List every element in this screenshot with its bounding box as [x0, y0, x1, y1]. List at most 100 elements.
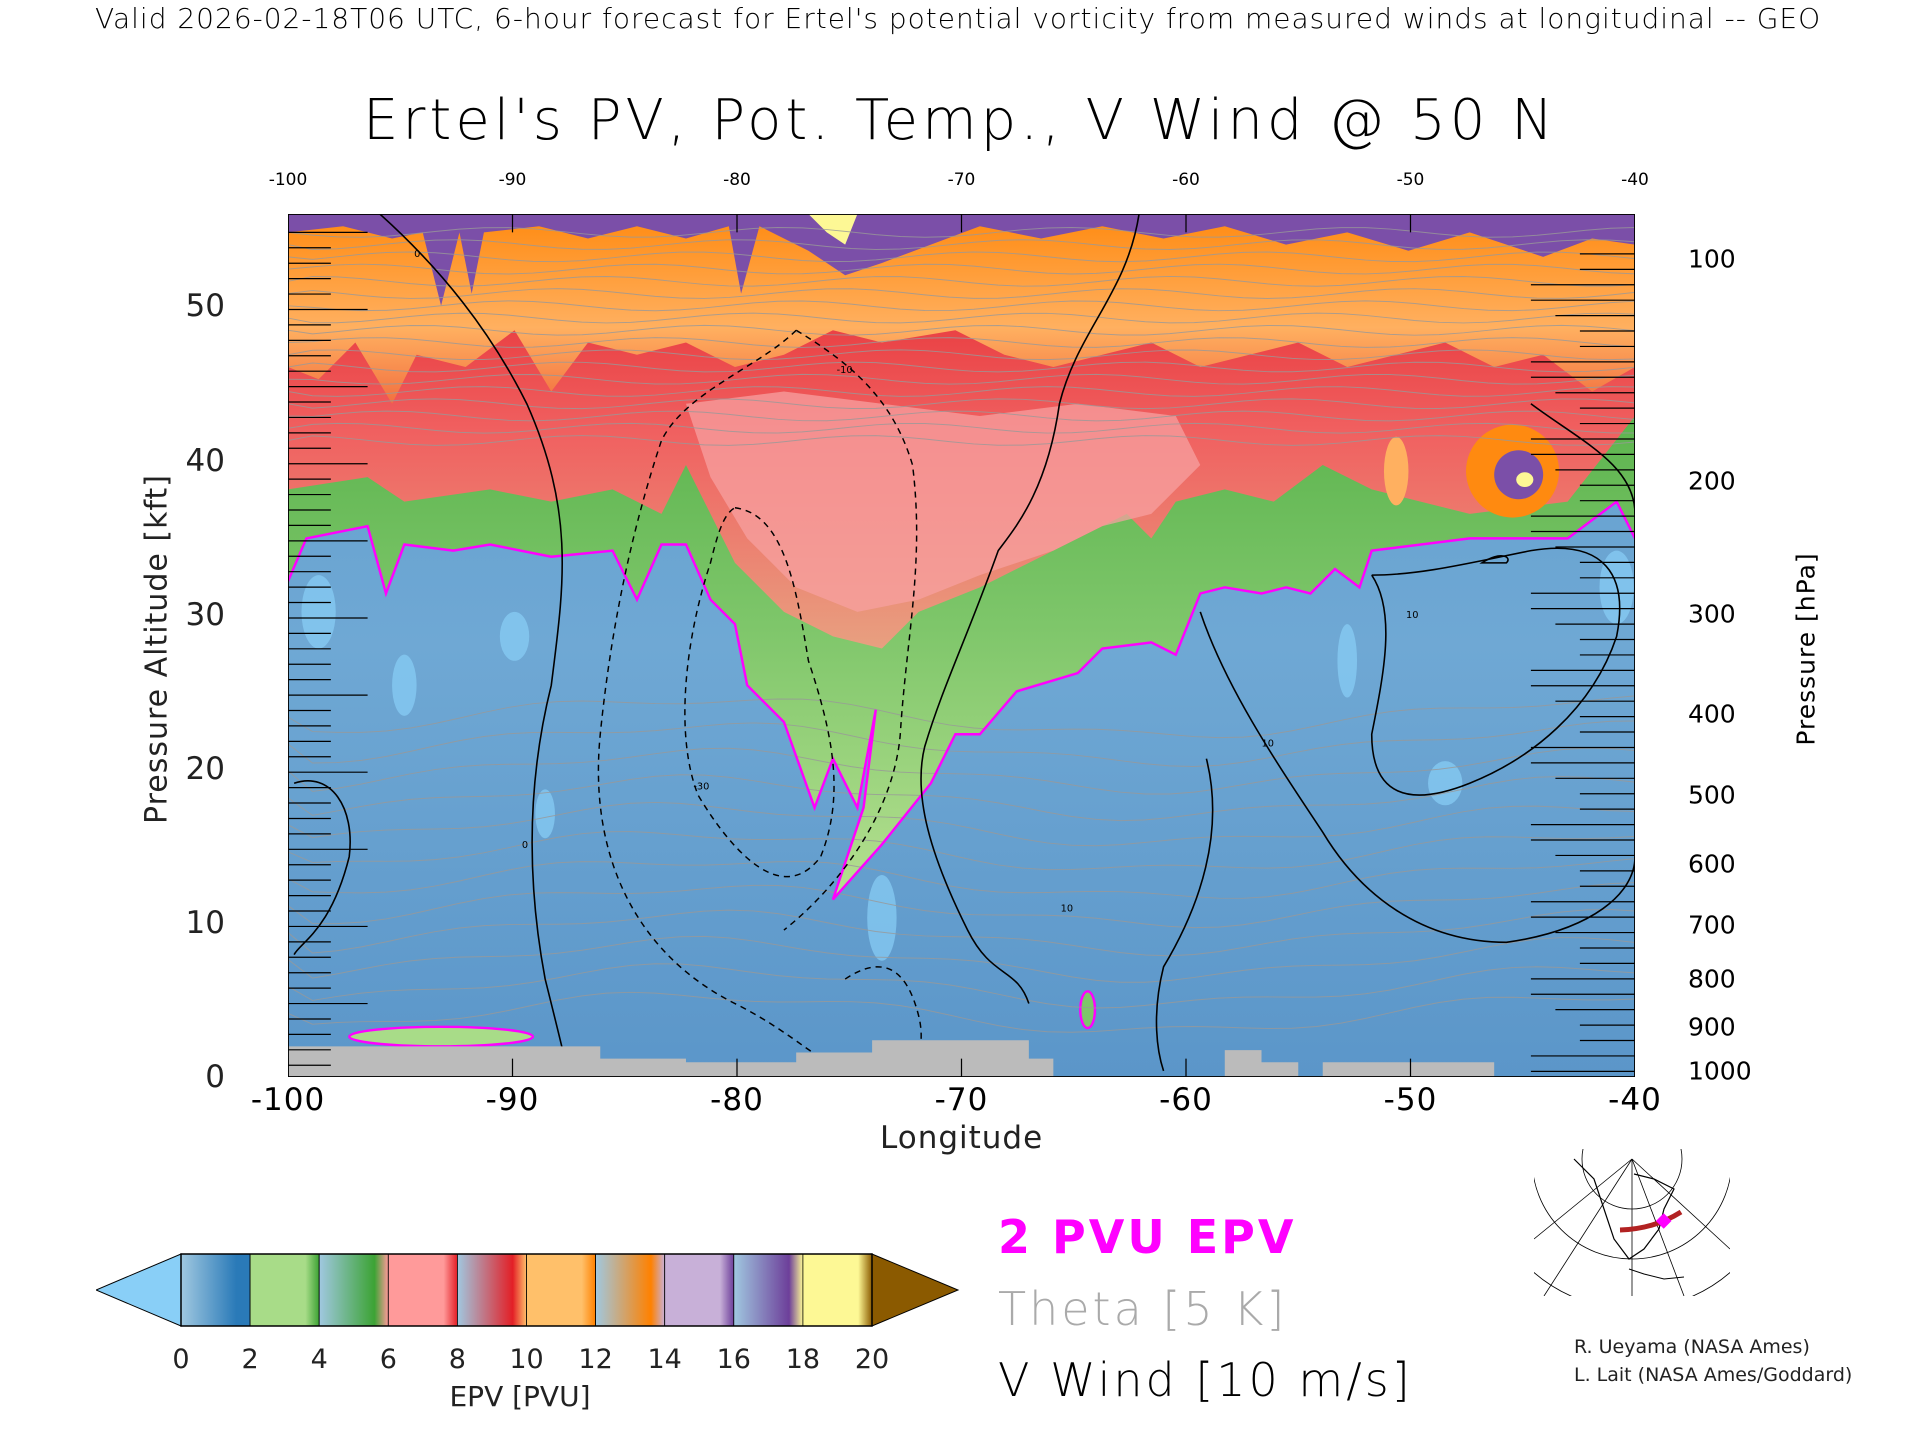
theta-contour: [288, 263, 1635, 275]
svg-text:0: 0: [414, 249, 420, 260]
y-tick-label: 20: [185, 750, 225, 787]
x-top-tick-label: -100: [268, 170, 308, 190]
colorbar-segment: [595, 1253, 666, 1327]
svg-text:0: 0: [522, 840, 528, 851]
theta-contour: [288, 720, 1635, 768]
plot-area: 0 -10 -30 10 10 0 10: [288, 214, 1635, 1077]
theta-contour: [288, 337, 1635, 348]
theta-contour: [288, 747, 1635, 795]
colorbar-segment: [664, 1253, 735, 1327]
colorbar-segment: [456, 1253, 527, 1327]
colorbar-label: EPV [PVU]: [449, 1380, 591, 1413]
terrain-mask: [288, 1040, 1495, 1077]
legend-2pvu: 2 PVU EPV: [998, 1210, 1297, 1264]
x-tick-label: -80: [710, 1082, 764, 1118]
theta-contour: [288, 349, 1635, 361]
colorbar: [96, 1253, 960, 1327]
chart-title: Ertel's PV, Pot. Temp., V Wind @ 50 N: [362, 88, 1558, 153]
theta-contour: [288, 288, 1635, 299]
legend-v-wind: V Wind [10 m/s]: [998, 1353, 1413, 1407]
x-top-tick-label: -70: [947, 170, 976, 190]
y-right-tick-label: 200: [1688, 466, 1736, 496]
legend-theta: Theta [5 K]: [998, 1282, 1288, 1336]
colorbar-segment: [802, 1253, 873, 1327]
colorbar-segment: [318, 1253, 389, 1327]
colorbar-tick-label: 6: [379, 1344, 397, 1375]
y-tick-label: 40: [185, 442, 225, 479]
theta-contour: [288, 239, 1635, 250]
v-wind-10-contour: [1370, 547, 1621, 796]
theta-contour: [288, 882, 1635, 929]
theta-contour: [288, 774, 1635, 822]
colorbar-segment: [249, 1253, 320, 1327]
y-right-tick-label: 600: [1688, 849, 1736, 879]
colorbar-tick-label: 12: [578, 1344, 613, 1375]
theta-contour: [288, 435, 1635, 446]
theta-contour: [288, 300, 1635, 312]
colorbar-tick-label: 14: [647, 1344, 682, 1375]
svg-text:10: 10: [1262, 738, 1274, 749]
x-axis-label: Longitude: [880, 1120, 1044, 1156]
theta-contour: [288, 801, 1635, 847]
cross-section-track: [1619, 1209, 1683, 1233]
x-tick-label: -60: [1159, 1082, 1213, 1118]
colorbar-segment: [733, 1253, 804, 1327]
y-right-tick-label: 100: [1688, 244, 1736, 274]
colorbar-under-arrow: [96, 1253, 182, 1327]
theta-contour: [288, 909, 1635, 957]
colorbar-tick-label: 8: [448, 1344, 466, 1375]
x-tick-label: -100: [250, 1082, 326, 1118]
svg-text:-10: -10: [837, 365, 853, 376]
x-top-tick-label: -50: [1396, 170, 1425, 190]
colorbar-over-arrow: [871, 1253, 960, 1327]
y-right-tick-label: 400: [1688, 699, 1736, 729]
v-wind-10-contour: [1155, 758, 1214, 1072]
y-axis-right-label: Pressure [hPa]: [1791, 552, 1821, 746]
contour-labels: 0 -10 -30 10 10 0 10: [414, 249, 1418, 915]
pv-10-14-band: [288, 214, 1635, 404]
theta-contour: [288, 398, 1635, 410]
axis-ticks: [288, 214, 1635, 1077]
theta-contour: [288, 963, 1635, 1009]
v-wind-10-contour: [1479, 555, 1509, 564]
v-wind-10-contour: [1199, 611, 1635, 944]
pv-high-cell: [1383, 424, 1560, 518]
light-blue-patches: [301, 550, 1634, 961]
y-right-tick-label: 700: [1688, 910, 1736, 940]
colorbar-tick-label: 18: [785, 1344, 821, 1375]
y-right-tick-label: 300: [1688, 599, 1736, 629]
y-right-tick-label: 900: [1688, 1012, 1736, 1042]
y-tick-label: 30: [185, 596, 225, 633]
y-right-tick-label: 800: [1688, 964, 1736, 993]
theta-contour: [288, 695, 1635, 739]
colorbar-tick-label: 20: [854, 1344, 890, 1375]
theta-contour: [288, 991, 1635, 1033]
pv-18-plus-patch: [808, 214, 858, 245]
theta-contour: [288, 251, 1635, 263]
theta-contour: [288, 324, 1635, 336]
theta-contour: [288, 275, 1635, 287]
svg-text:-30: -30: [693, 781, 709, 792]
locator-map: [1534, 1149, 1730, 1296]
svg-text:10: 10: [1061, 904, 1073, 915]
y-right-tick-label: 1000: [1688, 1056, 1752, 1086]
low-level-green-patch: [348, 1025, 535, 1048]
theta-contour: [288, 410, 1635, 422]
v-wind-zero-contour: [379, 214, 567, 1065]
x-tick-label: -40: [1608, 1082, 1662, 1118]
x-tick-label: -90: [485, 1082, 540, 1118]
valid-time-header: Valid 2026-02-18T06 UTC, 6-hour forecast…: [95, 2, 1822, 35]
x-top-tick-label: -40: [1621, 170, 1649, 190]
y-right-tick-label: 500: [1688, 780, 1736, 810]
pink-pv-region: [685, 391, 1201, 612]
theta-contour: [288, 386, 1635, 397]
x-top-tick-label: -90: [498, 170, 527, 190]
theta-contour: [288, 858, 1635, 899]
pv-14-18-band: [288, 214, 1635, 306]
x-tick-label: -50: [1383, 1082, 1438, 1118]
low-level-green-patch: [1079, 990, 1097, 1030]
y-tick-label: 0: [205, 1059, 225, 1095]
colorbar-tick-label: 4: [310, 1344, 328, 1375]
credit-line: R. Ueyama (NASA Ames): [1574, 1336, 1810, 1358]
theta-contour: [288, 831, 1635, 871]
